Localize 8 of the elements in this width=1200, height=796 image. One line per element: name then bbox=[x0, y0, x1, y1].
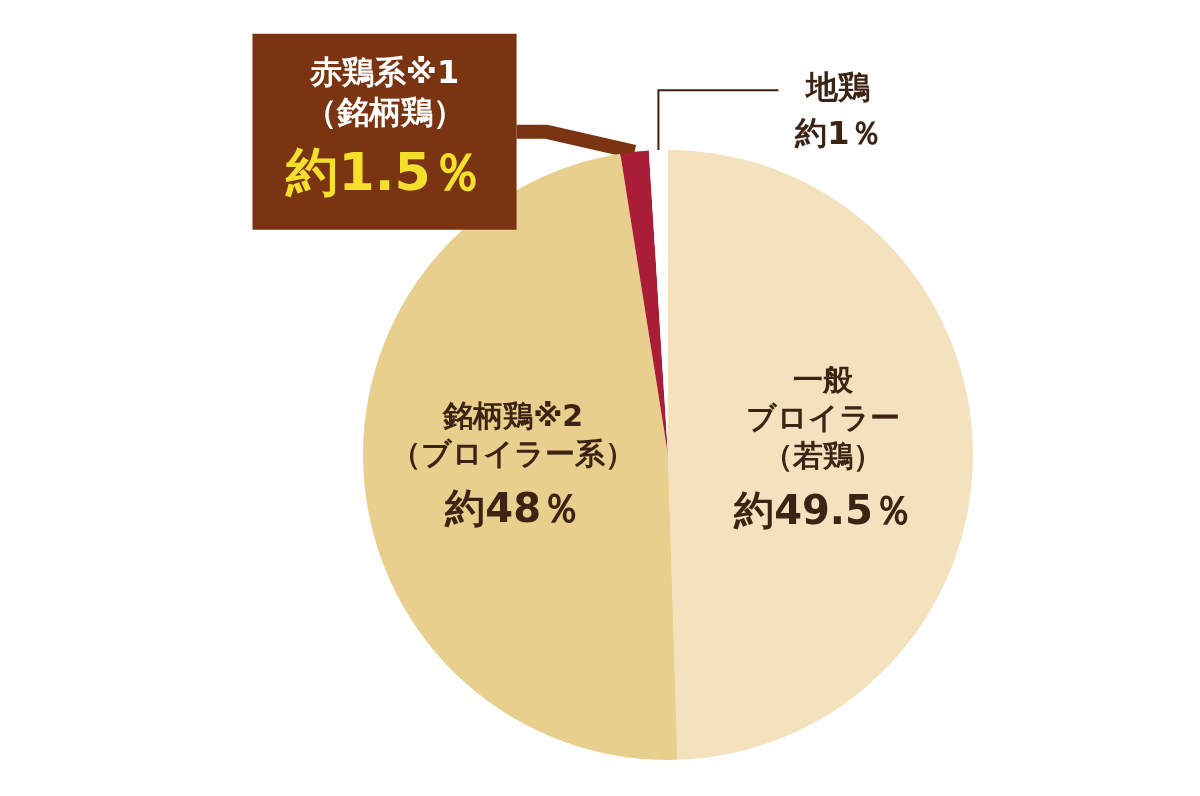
data-label: 約1％ bbox=[794, 114, 882, 153]
data-label: 約1.5％ bbox=[285, 141, 483, 202]
data-label: 約49.5％ bbox=[733, 486, 913, 533]
slice-label: 地鶏 bbox=[804, 68, 871, 107]
slice-label: 一般ブロイラー（若鶏） bbox=[746, 362, 901, 474]
slice-label: 銘柄鶏※2（ブロイラー系） bbox=[391, 398, 636, 472]
slice-label: 赤鶏系※1（銘柄鶏） bbox=[304, 52, 465, 131]
data-label: 約48％ bbox=[444, 484, 582, 531]
